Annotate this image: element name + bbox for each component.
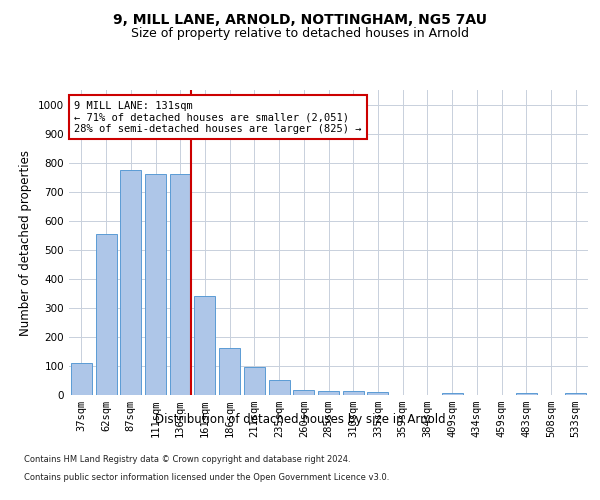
Bar <box>442 392 463 395</box>
Bar <box>244 367 265 395</box>
Bar <box>120 170 141 395</box>
Text: Contains public sector information licensed under the Open Government Licence v3: Contains public sector information licen… <box>24 472 389 482</box>
Bar <box>318 391 339 395</box>
Y-axis label: Number of detached properties: Number of detached properties <box>19 150 32 336</box>
Bar <box>71 363 92 395</box>
Text: Size of property relative to detached houses in Arnold: Size of property relative to detached ho… <box>131 28 469 40</box>
Bar <box>343 391 364 395</box>
Text: Distribution of detached houses by size in Arnold: Distribution of detached houses by size … <box>155 412 445 426</box>
Bar <box>219 348 240 395</box>
Text: 9 MILL LANE: 131sqm
← 71% of detached houses are smaller (2,051)
28% of semi-det: 9 MILL LANE: 131sqm ← 71% of detached ho… <box>74 100 362 134</box>
Bar <box>565 392 586 395</box>
Bar <box>367 392 388 395</box>
Bar <box>194 296 215 395</box>
Text: Contains HM Land Registry data © Crown copyright and database right 2024.: Contains HM Land Registry data © Crown c… <box>24 455 350 464</box>
Bar <box>269 380 290 395</box>
Bar <box>145 174 166 395</box>
Bar <box>293 390 314 395</box>
Bar <box>516 392 537 395</box>
Text: 9, MILL LANE, ARNOLD, NOTTINGHAM, NG5 7AU: 9, MILL LANE, ARNOLD, NOTTINGHAM, NG5 7A… <box>113 12 487 26</box>
Bar <box>170 174 191 395</box>
Bar <box>95 234 116 395</box>
